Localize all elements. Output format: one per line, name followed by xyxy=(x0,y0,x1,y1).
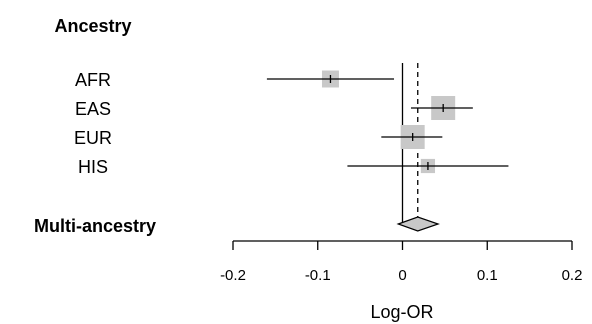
x-axis-title: Log-OR xyxy=(370,302,433,322)
pooled-diamond xyxy=(396,216,440,232)
row-label-his: HIS xyxy=(78,157,108,177)
row-label-afr: AFR xyxy=(75,70,111,90)
multi-ancestry-label: Multi-ancestry xyxy=(34,216,156,236)
x-tick-label: 0.1 xyxy=(477,267,498,284)
x-tick-label: -0.1 xyxy=(305,267,331,284)
x-tick-label: 0.2 xyxy=(562,267,583,284)
row-label-eur: EUR xyxy=(74,128,112,148)
x-tick-label: 0 xyxy=(398,267,406,284)
row-label-eas: EAS xyxy=(75,99,111,119)
x-tick-label: -0.2 xyxy=(220,267,246,284)
ancestry-heading: Ancestry xyxy=(54,16,131,36)
